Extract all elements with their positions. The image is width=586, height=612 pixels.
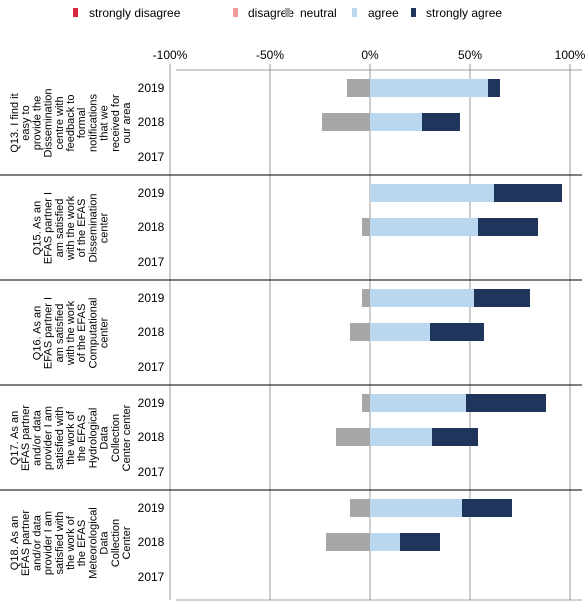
year-label: 2017 bbox=[138, 150, 165, 164]
bar-segment-agree bbox=[370, 289, 474, 307]
year-label: 2018 bbox=[138, 535, 165, 549]
x-tick-label: -100% bbox=[153, 48, 188, 62]
legend-label: strongly disagree bbox=[89, 6, 181, 20]
legend-swatch bbox=[352, 8, 357, 17]
year-label: 2019 bbox=[138, 396, 165, 410]
bar-segment-strongly-agree bbox=[432, 428, 478, 446]
group-label: Q17. As anEFAS partnerand/or dataprovide… bbox=[9, 404, 133, 471]
year-label: 2018 bbox=[138, 220, 165, 234]
year-label: 2017 bbox=[138, 360, 165, 374]
year-label: 2017 bbox=[138, 570, 165, 584]
bar-segment-agree bbox=[370, 113, 422, 131]
year-label: 2018 bbox=[138, 115, 165, 129]
x-tick-label: 0% bbox=[361, 48, 379, 62]
legend-swatch bbox=[73, 8, 78, 17]
legend-label: strongly agree bbox=[426, 6, 502, 20]
year-label: 2019 bbox=[138, 501, 165, 515]
year-label: 2018 bbox=[138, 325, 165, 339]
bar-segment-agree bbox=[370, 499, 462, 517]
bar-segment-agree bbox=[370, 218, 478, 236]
bar-segment-agree bbox=[370, 533, 400, 551]
x-tick-label: 100% bbox=[555, 48, 586, 62]
year-label: 2019 bbox=[138, 186, 165, 200]
legend-label: neutral bbox=[300, 6, 337, 20]
group-label: Q18. As anEFAS partnerand/or dataprovide… bbox=[9, 507, 133, 579]
bar-segment-strongly-agree bbox=[462, 499, 512, 517]
bar-segment-agree bbox=[370, 394, 466, 412]
group-label: Q15. As anEFAS partner Iam satisfiedwith… bbox=[31, 192, 110, 264]
legend-swatch bbox=[285, 8, 290, 17]
legend-swatch bbox=[233, 8, 238, 17]
bar-segment-agree bbox=[370, 428, 432, 446]
bar-segment-strongly-agree bbox=[488, 79, 500, 97]
bar-segment-strongly-agree bbox=[478, 218, 538, 236]
year-label: 2017 bbox=[138, 255, 165, 269]
bar-segment-strongly-agree bbox=[430, 323, 484, 341]
legend-label: disagree bbox=[248, 6, 294, 20]
bar-segment-strongly-agree bbox=[400, 533, 440, 551]
x-tick-label: -50% bbox=[256, 48, 284, 62]
x-tick-label: 50% bbox=[458, 48, 482, 62]
group-label: Q13. I find iteasy toprovide theDissemin… bbox=[9, 88, 133, 157]
legend-swatch bbox=[411, 8, 416, 17]
bar-segment-strongly-agree bbox=[494, 184, 562, 202]
bar-segment-neutral bbox=[322, 113, 374, 131]
year-label: 2019 bbox=[138, 81, 165, 95]
bar-segment-strongly-agree bbox=[474, 289, 530, 307]
bar-segment-agree bbox=[370, 323, 430, 341]
group-label: Q16. As anEFAS partner Iam satisfiedwith… bbox=[31, 297, 110, 369]
legend-label: agree bbox=[368, 6, 399, 20]
bar-segment-agree bbox=[370, 184, 494, 202]
bar-segment-strongly-agree bbox=[466, 394, 546, 412]
bar-segment-strongly-agree bbox=[422, 113, 460, 131]
bar-segment-agree bbox=[370, 79, 488, 97]
year-label: 2018 bbox=[138, 430, 165, 444]
year-label: 2017 bbox=[138, 465, 165, 479]
year-label: 2019 bbox=[138, 291, 165, 305]
